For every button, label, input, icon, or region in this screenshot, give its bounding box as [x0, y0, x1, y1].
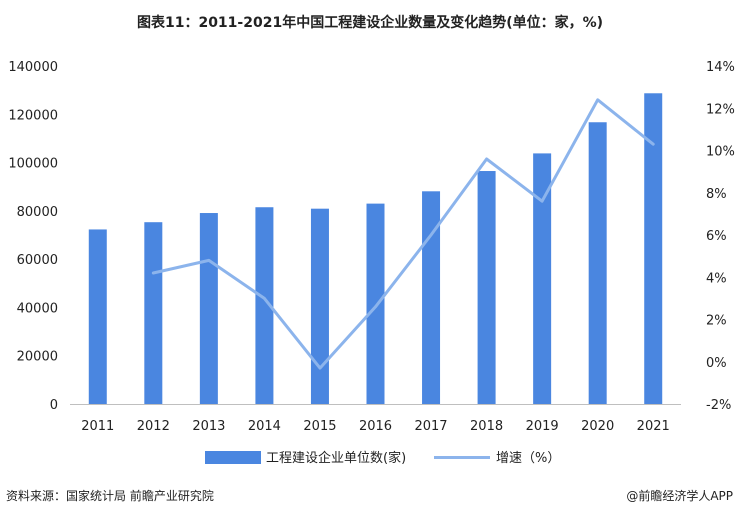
legend-label-line: 增速（%） — [496, 451, 560, 466]
bar — [144, 222, 163, 404]
x-tick-label: 2016 — [359, 419, 392, 434]
y-left-tick-label: 120000 — [8, 108, 58, 123]
growth-line — [151, 98, 655, 370]
bar — [255, 207, 274, 404]
y-left-tick-label: 0 — [50, 398, 58, 413]
bar — [644, 93, 663, 404]
y-left-tick-label: 100000 — [8, 157, 58, 172]
chart-title: 图表11：2011-2021年中国工程建设企业数量及变化趋势(单位：家，%) — [137, 14, 603, 31]
legend: 工程建设企业单位数(家) 增速（%） — [205, 450, 560, 466]
y-left-tick-label: 60000 — [17, 253, 58, 268]
footer-brand: @前瞻经济学人APP — [626, 488, 733, 503]
bar — [199, 213, 218, 404]
x-tick-label: 2020 — [581, 419, 614, 434]
y-left-tick-label: 140000 — [8, 60, 58, 75]
footer-source: 资料来源：国家统计局 前瞻产业研究院 — [6, 488, 214, 503]
x-tick-label: 2011 — [81, 419, 114, 434]
x-tick-label: 2021 — [637, 419, 670, 434]
bar — [310, 208, 329, 404]
y-right-tick-label: 12% — [706, 102, 735, 117]
y-left-tick-label: 20000 — [17, 350, 58, 365]
x-tick-label: 2014 — [248, 419, 281, 434]
y-left-tick-label: 40000 — [17, 301, 58, 316]
y-left-tick-label: 80000 — [17, 205, 58, 220]
y-right-tick-label: 0% — [706, 356, 727, 371]
bar — [88, 229, 107, 404]
legend-swatch-bar — [205, 451, 261, 464]
x-tick-label: 2019 — [526, 419, 559, 434]
x-tick-label: 2018 — [470, 419, 503, 434]
x-tick-label: 2017 — [414, 419, 447, 434]
x-tick-label: 2012 — [137, 419, 170, 434]
bar — [366, 203, 385, 404]
y-right-tick-label: 14% — [706, 60, 735, 75]
y-right-tick-label: 6% — [706, 229, 727, 244]
y-right-tick-label: 8% — [706, 187, 727, 202]
y-right-tick-label: 2% — [706, 314, 727, 329]
bar — [588, 122, 607, 404]
y-right-tick-label: 10% — [706, 145, 735, 160]
legend-label-bar: 工程建设企业单位数(家) — [266, 450, 406, 466]
bar — [533, 153, 552, 404]
bar — [477, 171, 496, 404]
bar — [422, 191, 441, 404]
y-right-tick-label: 4% — [706, 271, 727, 286]
x-tick-label: 2015 — [303, 419, 336, 434]
y-right-tick-label: -2% — [706, 398, 731, 413]
x-tick-label: 2013 — [192, 419, 225, 434]
plot-area: 0 20000 40000 60000 80000 100000 120000 140000 -… — [8, 60, 735, 434]
